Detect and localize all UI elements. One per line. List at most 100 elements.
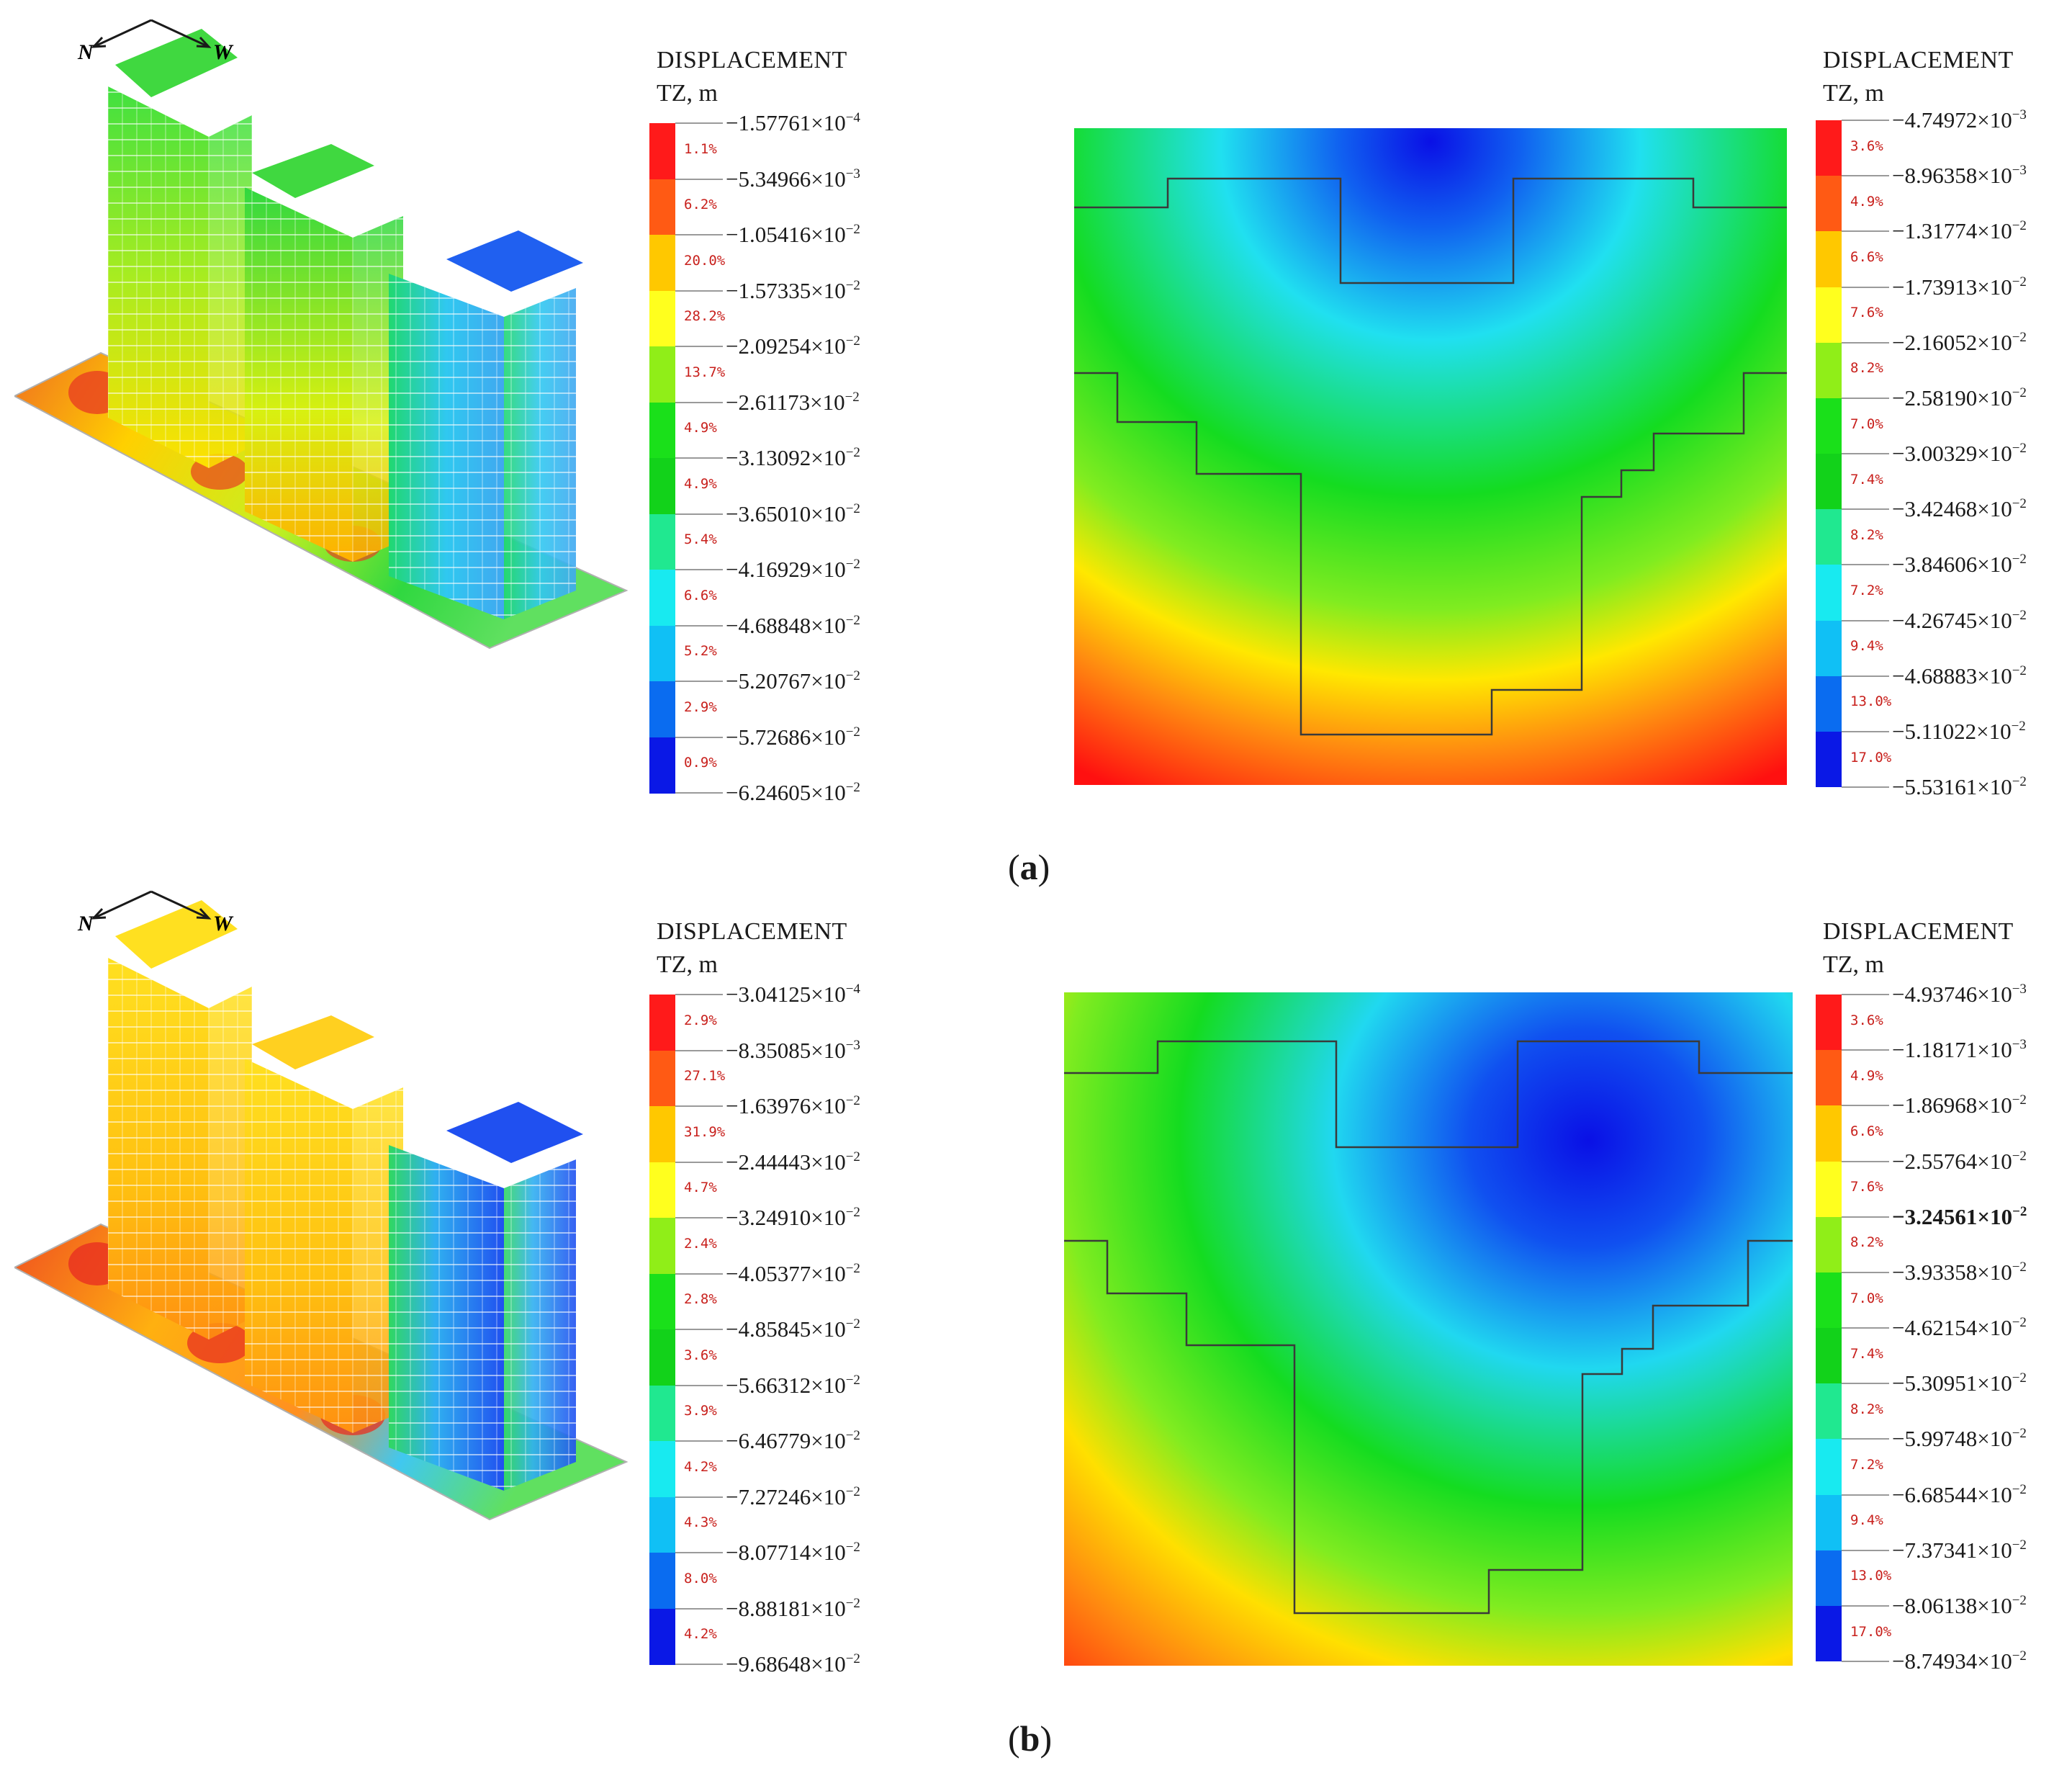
legend-percent: 9.4% [1850,1512,1883,1529]
legend-value: −3.84606×10−2 [1892,552,2027,578]
legend-percent: 3.6% [1850,138,1883,154]
legend-color-band [1816,675,1842,732]
compass-north-label: N [77,40,94,64]
legend-color-band [649,458,675,514]
legend-value: −3.24561×10−2 [1892,1203,2027,1229]
legend-tick [1842,1216,1889,1218]
building-model-3d: N W [14,19,629,814]
legend-percent: 31.9% [684,1123,726,1140]
legend-color-band [649,123,675,179]
legend-value: −3.65010×10−2 [726,501,860,526]
legend-tick [675,1217,723,1218]
legend-percent: 7.6% [1850,1179,1883,1195]
legend-tick [1842,564,1889,566]
legend-value: −5.66312×10−2 [726,1372,860,1398]
legend-tick [1842,1549,1889,1551]
legend-subtitle: TZ, m [657,80,718,107]
legend-percent: 2.4% [684,1235,717,1252]
legend-value: −8.07714×10−2 [726,1540,860,1565]
legend-tick [675,1049,723,1051]
legend-percent: 7.2% [1850,583,1883,599]
legend-color-band [649,513,675,570]
legend-color-band [1816,1494,1842,1551]
compass-west-label: W [213,40,234,64]
legend-percent: 6.6% [1850,1123,1883,1140]
subfigure-label-b: (b) [1008,1718,1053,1759]
legend-value: −4.26745×10−2 [1892,607,2027,633]
legend-value: −5.30951×10−2 [1892,1370,2027,1396]
legend-value: −8.74934×10−2 [1892,1648,2027,1674]
legend-tick [1842,341,1889,344]
legend-color-band [649,1106,675,1162]
legend-color-band [1816,1161,1842,1218]
legend-tick [675,624,723,627]
legend-value: −4.05377×10−2 [726,1260,860,1286]
legend-percent: 2.9% [684,1012,717,1028]
legend-tick [1842,786,1889,788]
legend-percent: 17.0% [1850,749,1892,766]
contour-plot [1064,992,1793,1666]
legend-tick [675,346,723,347]
legend-value: −5.72686×10−2 [726,724,860,750]
legend-color-band [1816,176,1842,232]
legend-tick [1842,619,1889,621]
legend-percent: 5.2% [684,643,717,660]
legend-color-band [1816,120,1842,176]
legend-percent: 4.2% [684,1458,717,1475]
legend-value: −1.57335×10−2 [726,277,860,303]
legend-value: −8.06138×10−2 [1892,1592,2027,1618]
legend-value: −3.93358×10−2 [1892,1259,2027,1285]
legend-percent: 27.1% [684,1068,726,1085]
legend-percent: 7.0% [1850,1290,1883,1306]
legend-value: −6.46779×10−2 [726,1428,860,1453]
legend-value: −7.37341×10−2 [1892,1537,2027,1563]
legend-percent: 13.7% [684,364,726,380]
legend-color-band [1816,1605,1842,1662]
legend-percent: 2.9% [684,699,717,715]
legend-value: −1.05416×10−2 [726,222,860,247]
legend-tick [675,994,723,995]
legend-tick [675,792,723,794]
legend-color-band [649,1441,675,1497]
legend-value: −4.68883×10−2 [1892,663,2027,688]
legend-tick [675,1272,723,1275]
legend-subtitle: TZ, m [1823,80,1884,107]
legend-percent: 13.0% [1850,1568,1892,1584]
legend-tick [1842,1327,1889,1329]
legend-value: −3.24910×10−2 [726,1205,860,1230]
legend-color-band [649,1553,675,1609]
legend-color-band [1816,1439,1842,1495]
legend-tick [675,122,723,124]
legend-percent: 6.2% [684,197,717,213]
legend-value: −4.85845×10−2 [726,1316,860,1342]
legend-value: −2.58190×10−2 [1892,385,2027,410]
legend-title: DISPLACEMENT [1823,47,2014,73]
legend-value: −4.16929×10−2 [726,557,860,582]
legend-percent: 7.6% [1850,305,1883,321]
legend-color-band [649,1329,675,1386]
legend-percent: 4.9% [684,420,717,436]
legend-percent: 7.0% [1850,416,1883,432]
legend-tick [675,1384,723,1386]
legend-tick [1842,453,1889,454]
legend-tick [675,289,723,292]
legend-percent: 4.9% [1850,193,1883,210]
legend-title: DISPLACEMENT [1823,918,2014,945]
legend-tick [675,736,723,738]
legend-color-band [649,1385,675,1442]
legend-value: −5.20767×10−2 [726,668,860,694]
legend-value: −4.74972×10−3 [1892,107,2027,133]
legend-percent: 1.1% [684,140,717,157]
legend-value: −2.55764×10−2 [1892,1148,2027,1174]
legend-tick [675,234,723,235]
legend-value: −3.13092×10−2 [726,445,860,470]
legend-value: −2.61173×10−2 [726,389,860,415]
legend-tick [1842,1604,1889,1607]
legend-tick [1842,1105,1889,1107]
legend-color-band [649,290,675,347]
legend-percent: 7.4% [1850,1345,1883,1362]
legend-tick [675,513,723,515]
legend-tick [1842,994,1889,995]
legend-percent: 8.2% [1850,360,1883,377]
compass-west-label: W [213,912,234,935]
